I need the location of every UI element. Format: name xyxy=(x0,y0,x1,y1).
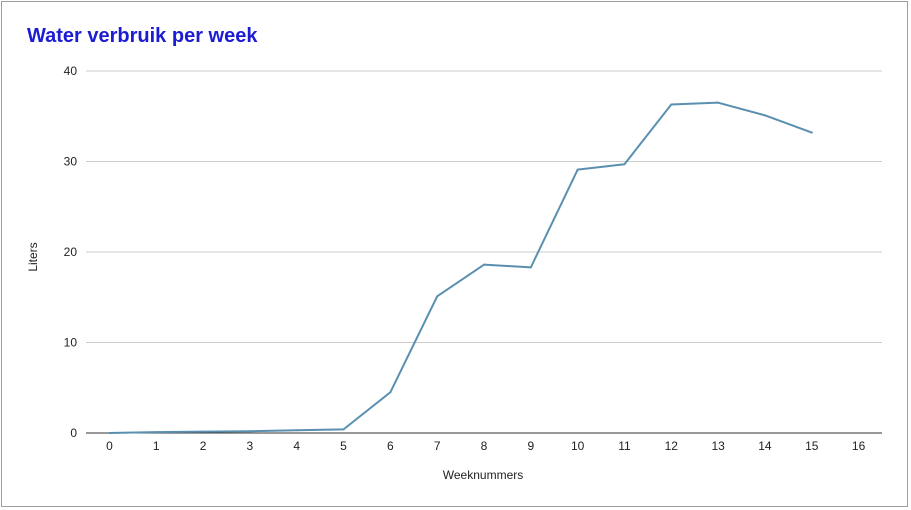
y-tick-label: 40 xyxy=(64,64,78,78)
data-point xyxy=(483,263,485,266)
x-tick-label: 3 xyxy=(247,439,254,453)
data-point xyxy=(108,432,111,434)
data-point xyxy=(342,428,345,431)
chart-title: Water verbruik per week xyxy=(27,25,258,47)
x-tick-label: 6 xyxy=(387,439,394,453)
data-point xyxy=(436,295,439,298)
x-tick-label: 4 xyxy=(293,439,300,453)
data-point xyxy=(717,101,720,104)
data-point xyxy=(763,114,766,117)
x-tick-label: 11 xyxy=(618,439,631,453)
x-axis-title: Weeknummers xyxy=(443,468,523,482)
y-tick-label: 0 xyxy=(70,426,77,440)
data-point xyxy=(389,391,392,394)
series-line xyxy=(108,101,813,434)
data-point xyxy=(202,430,205,433)
series-points xyxy=(108,101,813,434)
x-tick-label: 12 xyxy=(665,439,679,453)
x-tick-label: 2 xyxy=(200,439,207,453)
data-point xyxy=(248,430,251,433)
x-tick-label: 15 xyxy=(805,439,819,453)
y-tick-label: 10 xyxy=(64,336,78,350)
x-tick-label: 1 xyxy=(153,439,160,453)
y-tick-labels: 0 10 20 30 40 xyxy=(64,64,78,440)
y-axis-title: Liters xyxy=(26,242,40,271)
x-tick-label: 9 xyxy=(527,439,534,453)
data-point xyxy=(155,431,158,434)
data-point xyxy=(810,131,813,134)
x-tick-label: 7 xyxy=(434,439,441,453)
x-tick-labels: 0 1 2 3 4 5 6 7 8 9 10 11 12 13 14 15 16 xyxy=(106,439,866,453)
x-tick-label: 0 xyxy=(106,439,113,453)
x-tick-label: 8 xyxy=(481,439,488,453)
x-tick-label: 13 xyxy=(711,439,725,453)
x-tick-label: 14 xyxy=(758,439,772,453)
data-point xyxy=(295,429,298,432)
x-tick-label: 10 xyxy=(571,439,585,453)
data-point xyxy=(623,163,626,166)
data-point xyxy=(670,103,673,106)
series-lines xyxy=(108,101,813,434)
data-point xyxy=(576,168,579,171)
y-tick-label: 30 xyxy=(64,155,78,169)
x-tick-label: 5 xyxy=(340,439,347,453)
data-point xyxy=(529,266,532,269)
y-gridlines xyxy=(86,70,882,343)
y-tick-label: 20 xyxy=(64,245,78,259)
x-tick-label: 16 xyxy=(852,439,866,453)
